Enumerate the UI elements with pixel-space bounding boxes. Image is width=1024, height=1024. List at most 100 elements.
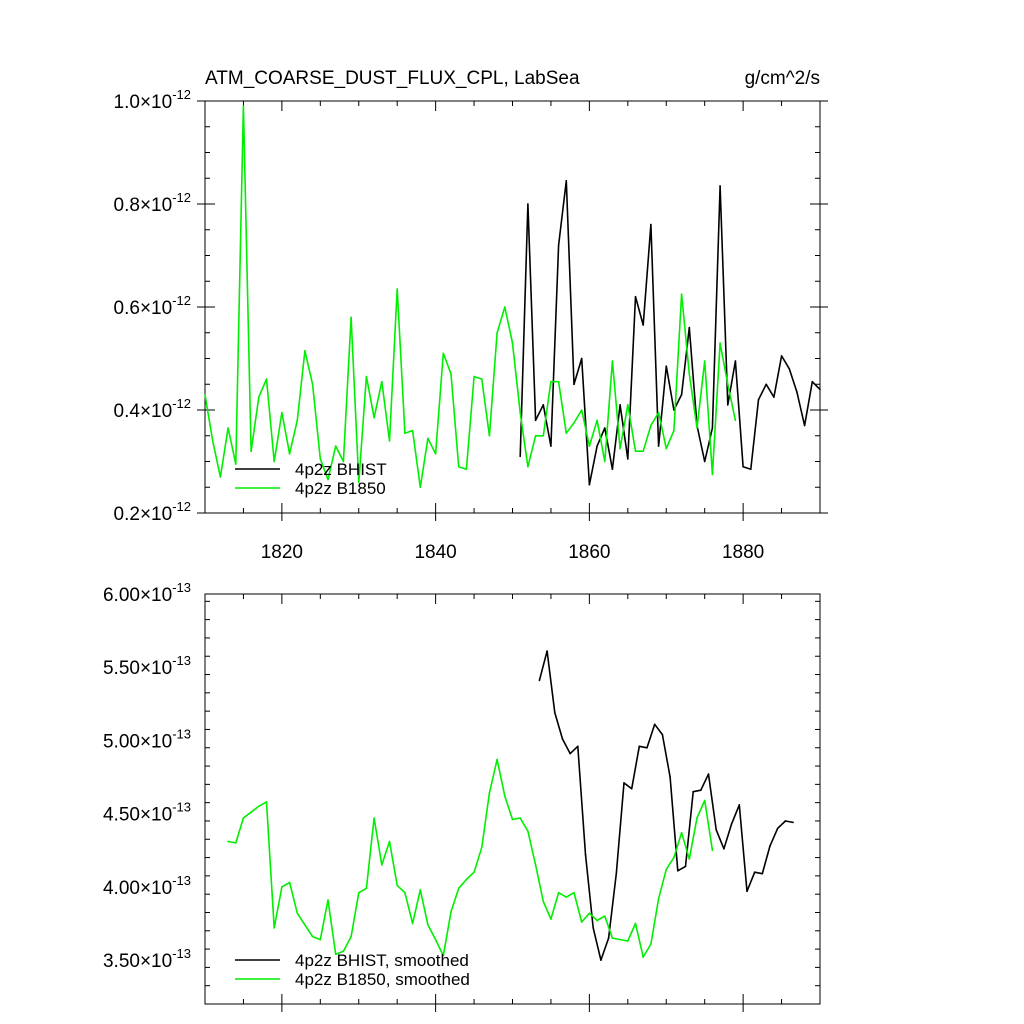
data-point: [342, 460, 345, 463]
data-point: [419, 486, 422, 489]
data-point: [242, 105, 245, 107]
data-point: [673, 429, 675, 432]
data-point: [527, 465, 529, 468]
data-point: [642, 324, 644, 326]
chart-title: ATM_COARSE_DUST_FLUX_CPL, LabSea: [205, 68, 580, 89]
data-point: [296, 912, 299, 915]
data-point: [534, 419, 537, 422]
data-point: [465, 878, 468, 881]
data-point: [488, 792, 491, 794]
data-point: [419, 888, 422, 891]
data-point: [457, 887, 460, 890]
data-point: [396, 288, 398, 290]
data-point: [680, 831, 683, 834]
data-point: [311, 935, 314, 938]
legend-label: 4p2z BHIST: [295, 460, 387, 479]
data-point: [580, 921, 583, 923]
data-point: [811, 380, 814, 383]
data-point: [427, 437, 429, 440]
data-point: [703, 799, 706, 802]
data-point: [334, 445, 337, 447]
data-point: [734, 360, 737, 362]
data-point: [603, 427, 606, 429]
data-point: [534, 864, 537, 866]
data-point: [630, 787, 633, 790]
data-point: [504, 306, 506, 308]
data-point: [707, 773, 710, 775]
series-line-4p2z-bhist-smoothed: [538, 650, 794, 961]
data-point: [657, 445, 660, 447]
data-point: [550, 380, 552, 383]
data-point: [773, 396, 775, 398]
panel-1: 1820 1840 1860 1880 0.2×10-12 0.4×10-12 0.6×10…: [114, 68, 828, 563]
data-point: [700, 789, 702, 792]
data-point: [657, 411, 660, 414]
data-point: [619, 938, 621, 941]
data-point: [550, 918, 552, 920]
data-point: [311, 383, 314, 386]
data-point: [565, 432, 568, 434]
data-point: [565, 896, 568, 898]
data-point: [696, 817, 698, 819]
y-tick-label: 4.50×10-13: [103, 800, 191, 826]
data-point: [627, 458, 629, 460]
data-point: [288, 452, 291, 455]
legend-label: 4p2z BHIST, smoothed: [295, 951, 469, 970]
data-point: [688, 858, 691, 860]
data-point: [219, 476, 222, 478]
data-point: [357, 481, 360, 483]
data-point: [550, 445, 552, 447]
data-point: [542, 404, 545, 406]
data-point: [573, 422, 575, 424]
y-tick-label: 0.6×10-12: [114, 293, 191, 319]
data-point: [527, 203, 529, 205]
plot-frame: [204, 593, 821, 1005]
data-point: [688, 373, 691, 375]
data-point: [404, 891, 406, 894]
data-point: [776, 827, 779, 830]
data-point: [542, 434, 545, 437]
data-point: [465, 468, 468, 471]
data-point: [381, 864, 383, 866]
data-point: [750, 468, 752, 471]
data-point: [611, 468, 614, 471]
data-point: [304, 924, 306, 926]
data-point: [819, 388, 821, 391]
data-point: [746, 890, 748, 893]
data-point: [519, 455, 521, 458]
data-point: [619, 404, 621, 406]
data-point: [611, 937, 614, 939]
data-point: [584, 853, 587, 856]
data-point: [803, 424, 806, 427]
data-point: [265, 378, 268, 380]
data-point: [396, 884, 398, 887]
data-point: [703, 460, 706, 463]
data-point: [327, 899, 329, 901]
data-point: [381, 380, 383, 383]
data-point: [265, 801, 268, 803]
data-point: [242, 817, 245, 819]
data-point: [511, 342, 514, 344]
data-point: [623, 782, 625, 784]
data-point: [603, 915, 606, 917]
data-point: [653, 723, 656, 726]
data-point: [342, 950, 345, 953]
data-point: [258, 805, 260, 808]
data-point: [627, 940, 629, 942]
data-point: [296, 419, 299, 422]
data-point: [250, 450, 252, 453]
data-point: [442, 352, 445, 355]
data-point: [480, 378, 483, 380]
data-point: [357, 891, 360, 894]
data-point: [765, 383, 767, 386]
data-point: [726, 404, 729, 406]
data-point: [684, 865, 687, 868]
data-point: [542, 900, 545, 903]
data-point: [273, 460, 275, 463]
data-point: [642, 956, 644, 958]
data-point: [726, 383, 729, 386]
data-point: [250, 811, 252, 813]
y-tick-label: 1.0×10-12: [114, 87, 191, 113]
legend-label: 4p2z B1850, smoothed: [295, 970, 470, 989]
